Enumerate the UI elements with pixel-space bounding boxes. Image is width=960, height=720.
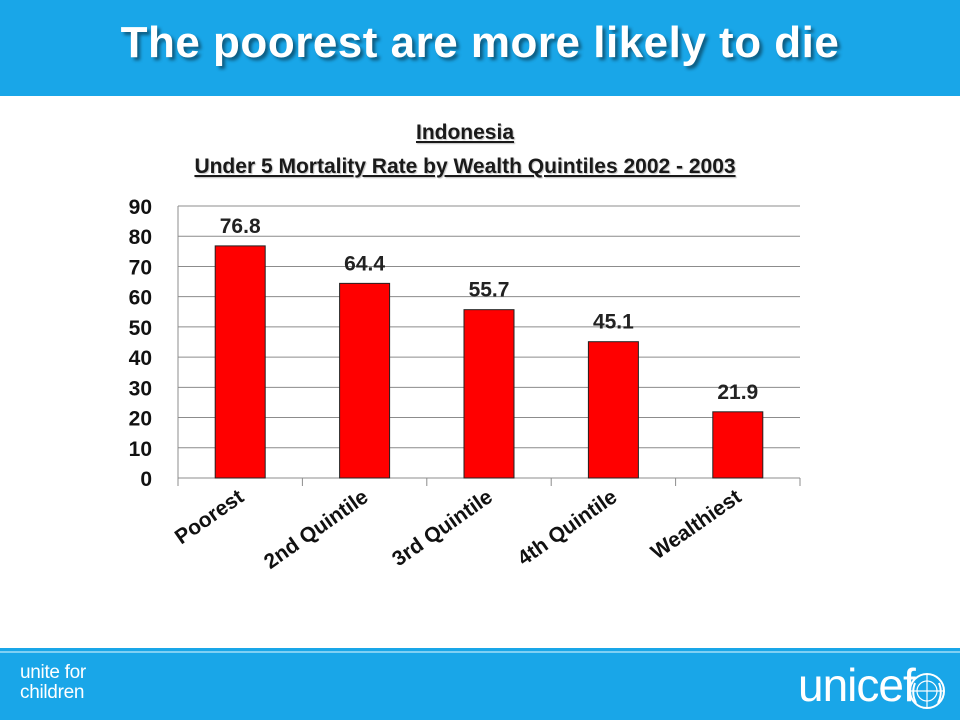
- bar: [339, 282, 391, 479]
- footer-divider: [0, 651, 960, 653]
- bar: [712, 411, 764, 479]
- bar: [587, 341, 639, 479]
- chart-title: Indonesia: [415, 121, 515, 144]
- x-tick-label: Poorest: [171, 485, 248, 549]
- brand-wordmark: unicef: [798, 659, 916, 711]
- y-tick-label: 20: [129, 408, 152, 431]
- slide-title: The poorest are more likely to die: [120, 18, 840, 67]
- bar: [463, 309, 515, 479]
- y-tick-label: 40: [129, 347, 152, 370]
- y-tick-label: 90: [129, 196, 152, 219]
- x-tick-label: Wealthiest: [647, 485, 746, 564]
- tagline-line-1: unite for: [20, 662, 86, 683]
- x-tick-label: 4th Quintile: [513, 485, 621, 570]
- tagline-line-2: children: [20, 682, 85, 703]
- y-tick-label: 10: [129, 438, 152, 461]
- x-tick-label: 2nd Quintile: [260, 485, 373, 573]
- y-tick-label: 50: [129, 317, 152, 340]
- footer-bar: [0, 648, 960, 720]
- data-label: 76.8: [220, 215, 261, 238]
- y-tick-label: 70: [129, 256, 152, 279]
- data-label: 55.7: [469, 279, 510, 302]
- data-label: 21.9: [717, 381, 758, 404]
- y-tick-label: 30: [129, 377, 152, 400]
- y-tick-label: 0: [140, 468, 152, 491]
- tagline: unite for children: [20, 663, 140, 703]
- data-label: 45.1: [593, 311, 634, 334]
- x-tick-label: 3rd Quintile: [388, 485, 497, 571]
- y-tick-label: 80: [129, 226, 152, 249]
- data-label: 64.4: [344, 252, 385, 275]
- header-bar: [0, 0, 960, 96]
- bar-chart: 0 10 20 30 40 50 60 70 80 90 76.8 Poorest 64.4 2nd Qu…: [129, 196, 801, 574]
- bar: [214, 245, 266, 479]
- unicef-emblem-icon: [909, 673, 945, 709]
- y-tick-label: 60: [129, 287, 152, 310]
- chart-subtitle: Under 5 Mortality Rate by Wealth Quintil…: [194, 155, 736, 178]
